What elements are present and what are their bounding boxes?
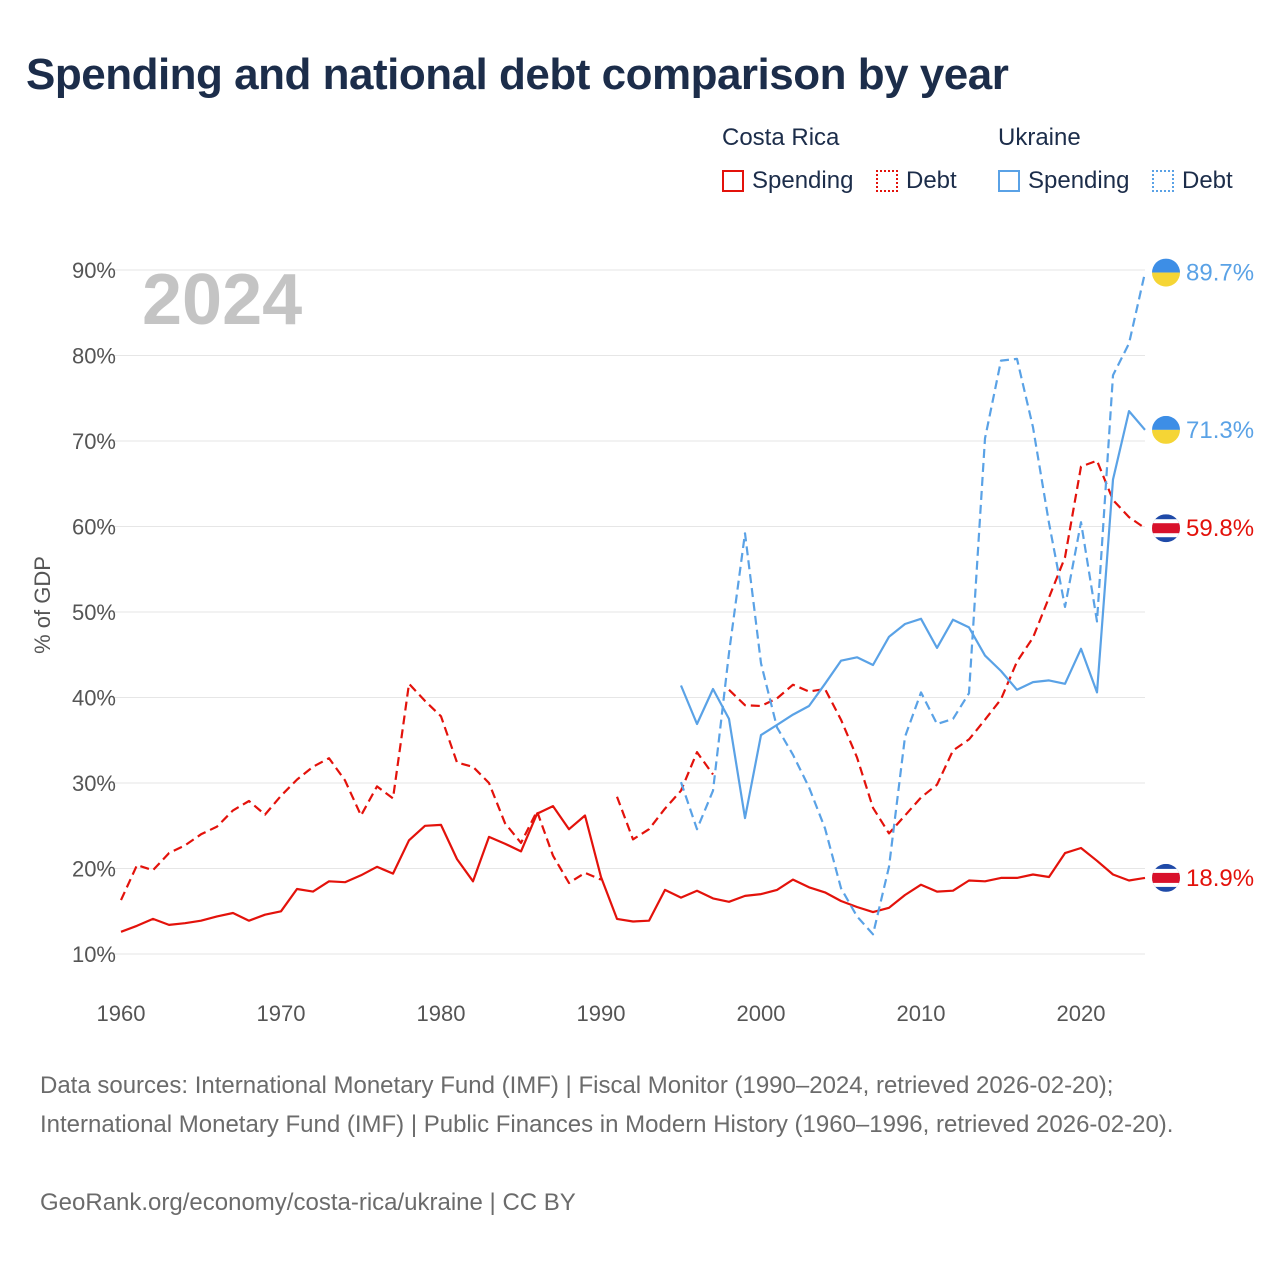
end-markers: 18.9% 59.8% 71.3% 89.7%: [1152, 258, 1254, 892]
y-tick-label: 40%: [72, 686, 116, 711]
x-tick-label: 2010: [897, 1001, 946, 1026]
legend-item-ukraine-debt[interactable]: Debt: [1152, 166, 1233, 196]
legend-label: Spending: [752, 167, 854, 194]
ukraine-debt-line: [679, 272, 1147, 936]
y-tick-label: 30%: [72, 771, 116, 796]
flag-stripes: [1152, 514, 1180, 543]
flag-stripes: [1152, 863, 1180, 892]
y-tick-label: 20%: [72, 857, 116, 882]
x-tick-label: 1960: [97, 1001, 146, 1026]
legend-item-costa-rica-spending[interactable]: Spending: [722, 166, 853, 196]
y-axis-ticks: 10% 20% 30% 40% 50% 60% 70% 80% 90%: [72, 258, 116, 967]
x-axis-ticks: 1960 1970 1980 1990 2000 2010 2020: [97, 1001, 1106, 1026]
legend-swatch-dotted-icon: [1152, 170, 1174, 192]
legend-swatch-solid-icon: [998, 170, 1020, 192]
ukraine-debt-end-label: 89.7%: [1186, 260, 1254, 287]
x-tick-label: 1990: [577, 1001, 626, 1026]
y-tick-label: 60%: [72, 515, 116, 540]
costa-rica-debt-line: [119, 682, 602, 901]
y-tick-label: 90%: [72, 258, 116, 283]
flag-stripe-yellow: [1152, 272, 1180, 287]
costa-rica-spending-end-label: 18.9%: [1186, 865, 1254, 892]
legend-group-ukraine: Ukraine: [998, 124, 1081, 151]
x-tick-label: 2020: [1057, 1001, 1106, 1026]
x-tick-label: 2000: [737, 1001, 786, 1026]
legend-swatch-solid-icon: [722, 170, 744, 192]
costa-rica-debt-line: [615, 751, 714, 841]
ukraine-spending-line: [679, 410, 1146, 820]
flag-stripes: [1152, 258, 1180, 287]
y-axis-title: % of GDP: [30, 556, 55, 654]
costa-rica-debt-line: [728, 459, 1146, 835]
flag-stripe-red: [1152, 872, 1180, 883]
flag-stripe-red: [1152, 523, 1180, 534]
costa-rica-spending-flag-icon: [1152, 863, 1180, 892]
y-tick-label: 80%: [72, 344, 116, 369]
legend-label: Spending: [1028, 167, 1130, 194]
series-lines: [119, 272, 1147, 936]
chart-title: Spending and national debt comparison by…: [26, 50, 1009, 99]
y-tick-label: 10%: [72, 942, 116, 967]
legend-group-costa-rica: Costa Rica: [722, 124, 840, 151]
x-tick-label: 1970: [257, 1001, 306, 1026]
legend-item-ukraine-spending[interactable]: Spending: [998, 166, 1129, 196]
flag-stripe-blue: [1152, 415, 1180, 430]
costa-rica-debt-end-label: 59.8%: [1186, 515, 1254, 542]
legend-item-costa-rica-debt[interactable]: Debt: [876, 166, 957, 196]
costa-rica-debt-flag-icon: [1152, 514, 1180, 543]
costa-rica-spending-line: [120, 805, 1146, 933]
legend-label: Debt: [1182, 167, 1233, 194]
flag-stripe-yellow: [1152, 429, 1180, 444]
ukraine-spending-flag-icon: [1152, 415, 1180, 444]
y-tick-label: 70%: [72, 429, 116, 454]
flag-stripes: [1152, 415, 1180, 444]
gridlines: [112, 269, 1145, 955]
legend-swatch-dotted-icon: [876, 170, 898, 192]
data-sources: Data sources: International Monetary Fun…: [40, 1072, 1174, 1138]
flag-stripe-blue: [1152, 258, 1180, 273]
x-tick-label: 1980: [417, 1001, 466, 1026]
legend-label: Debt: [906, 167, 957, 194]
ukraine-spending-end-label: 71.3%: [1186, 417, 1254, 444]
y-tick-label: 50%: [72, 600, 116, 625]
ukraine-debt-flag-icon: [1152, 258, 1180, 287]
credit-link[interactable]: GeoRank.org/economy/costa-rica/ukraine |…: [40, 1189, 576, 1216]
year-watermark: 2024: [142, 260, 302, 340]
